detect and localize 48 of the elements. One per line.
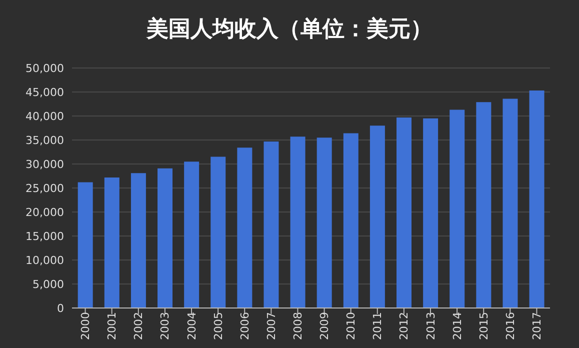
bar [184, 162, 200, 308]
bar [210, 156, 226, 308]
bar [264, 141, 279, 308]
bar [237, 148, 252, 308]
x-tick-label: 2010 [344, 312, 358, 340]
x-tick-label: 2002 [132, 312, 146, 340]
bar [290, 136, 306, 308]
bar [529, 90, 544, 308]
x-tick-label: 2016 [504, 312, 517, 340]
y-tick-label: 40,000 [26, 110, 64, 123]
bar [316, 138, 332, 308]
y-tick-label: 0 [57, 302, 64, 315]
x-tick-label: 2009 [318, 312, 332, 340]
y-tick-label: 25,000 [26, 182, 64, 195]
x-tick-label: 2003 [158, 312, 172, 340]
x-tick-label: 2008 [292, 312, 305, 340]
y-tick-label: 50,000 [26, 62, 64, 75]
x-tick-label: 2000 [79, 312, 92, 340]
x-tick-label: 2014 [450, 312, 464, 340]
x-tick-label: 2017 [530, 312, 544, 340]
y-tick-label: 15,000 [26, 230, 64, 243]
x-tick-label: 2013 [424, 312, 438, 340]
bar [502, 98, 518, 308]
chart-title: 美国人均收入（单位：美元） [145, 16, 434, 44]
bar [370, 126, 385, 308]
y-tick-label: 20,000 [26, 206, 64, 219]
x-tick-label: 2015 [477, 312, 490, 340]
bar [450, 110, 465, 308]
y-tick-label: 5,000 [32, 278, 64, 291]
bar [130, 173, 146, 308]
bar [343, 133, 358, 308]
bar [396, 117, 412, 308]
x-tick-label: 2006 [238, 312, 252, 340]
bar [78, 182, 93, 308]
bar [104, 177, 120, 308]
bar [158, 168, 173, 308]
bar [476, 102, 492, 308]
x-tick-label: 2011 [371, 312, 384, 340]
y-tick-label: 30,000 [26, 158, 64, 171]
y-tick-label: 45,000 [26, 86, 64, 99]
y-tick-label: 35,000 [26, 134, 64, 147]
bar [423, 118, 438, 308]
x-tick-label: 2005 [212, 312, 225, 340]
x-tick-label: 2001 [106, 312, 119, 340]
x-tick-label: 2012 [398, 312, 411, 340]
y-tick-label: 10,000 [26, 254, 64, 267]
x-tick-label: 2007 [264, 312, 278, 340]
x-tick-label: 2004 [185, 312, 198, 340]
